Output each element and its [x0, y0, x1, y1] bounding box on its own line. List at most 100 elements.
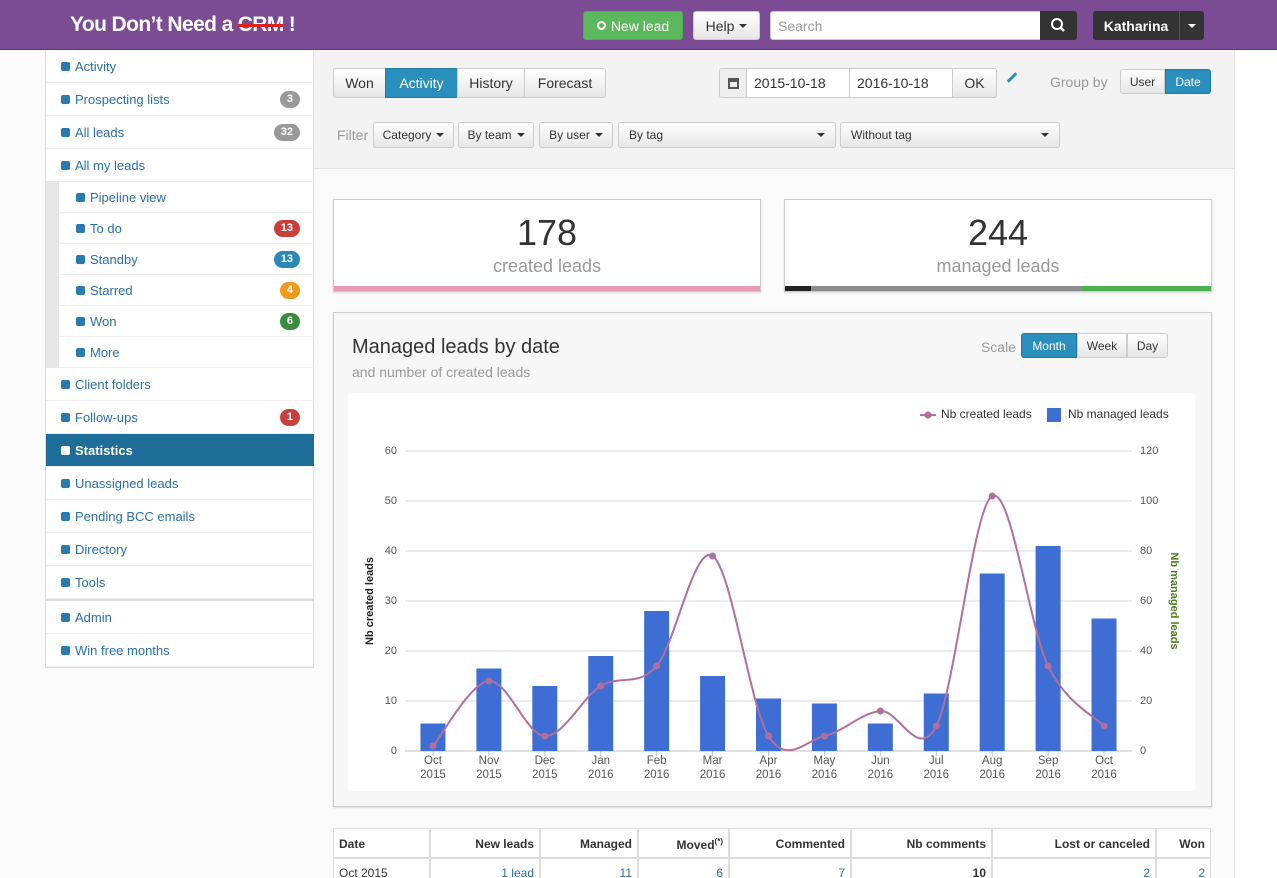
sidebar-item[interactable]: Admin	[46, 601, 314, 634]
bar	[1091, 618, 1117, 751]
caret	[1188, 23, 1196, 28]
item-label: Pending BCC emails	[75, 508, 195, 524]
table-header[interactable]: Lost or canceled	[992, 828, 1156, 858]
y2-tick-label: 100	[1140, 495, 1158, 507]
kpi-value: 178	[516, 212, 578, 253]
group-option[interactable]: Date	[1165, 69, 1211, 94]
date-input[interactable]: 2016-10-18	[849, 68, 953, 98]
date-input[interactable]: 2015-10-18	[746, 68, 850, 98]
scale-option[interactable]: Month	[1021, 333, 1077, 358]
point	[1044, 662, 1052, 670]
caret	[516, 133, 525, 137]
y-axis-title: Nb created leads	[364, 557, 376, 645]
sidebar-item[interactable]: All my leads	[46, 149, 314, 182]
filter-dropdown[interactable]: By tag	[618, 122, 836, 148]
sidebar-item[interactable]: Won 6	[46, 305, 314, 337]
filter-dropdown[interactable]: By user	[539, 122, 613, 148]
kpi-card[interactable]: 178 created leads	[333, 199, 761, 292]
point	[541, 732, 549, 740]
filter-dropdown[interactable]: By team	[458, 122, 534, 148]
header-text: Lost or canceled	[1054, 837, 1150, 851]
y-tick-label: 20	[385, 645, 397, 657]
item-label: To do	[90, 220, 122, 236]
filter-text: By tag	[629, 128, 664, 142]
table-cell[interactable]: 1 lead	[430, 858, 540, 878]
sidebar-item[interactable]: To do 13	[46, 212, 314, 244]
y-tick-label: 10	[385, 695, 397, 707]
table-header[interactable]: Won	[1156, 828, 1211, 858]
item-label: All leads	[75, 124, 125, 140]
y-tick-label: 0	[391, 745, 397, 757]
sidebar-item[interactable]: Unassigned leads	[46, 467, 314, 500]
sidebar-item[interactable]: Pending BCC emails	[46, 500, 314, 533]
content-edge	[1234, 50, 1277, 878]
ok-button[interactable]: OK	[952, 68, 997, 98]
new-lead-button[interactable]: New lead	[583, 11, 683, 40]
brand[interactable]: You Don’t Need a CRM!	[70, 10, 330, 40]
legend-label: Nb created leads	[941, 407, 1032, 421]
legend-point	[924, 411, 932, 419]
sidebar-item[interactable]: Win free months	[46, 634, 314, 667]
sidebar-item[interactable]: Standby 13	[46, 243, 314, 275]
header-text: Date	[339, 837, 366, 851]
sidebar-item[interactable]: More	[46, 336, 314, 368]
header-text: Managed	[579, 837, 632, 851]
table-cell[interactable]: 7	[729, 858, 851, 878]
table-header[interactable]: Commented	[729, 828, 851, 858]
kpi-bar	[334, 286, 760, 291]
sidebar-item[interactable]: Statistics	[46, 434, 314, 467]
x-tick-label: Oct 2015	[420, 755, 446, 781]
sidebar-item[interactable]: Directory	[46, 533, 314, 566]
sidebar-item[interactable]: Follow-ups 1	[46, 401, 314, 434]
tab-button[interactable]: Won	[333, 68, 386, 98]
brand-struck: CRM	[237, 13, 285, 36]
x-tick-label: Oct 2016	[1091, 755, 1117, 781]
search-button[interactable]	[1040, 11, 1077, 40]
scale-option[interactable]: Week	[1077, 333, 1127, 358]
scale-option[interactable]: Day	[1127, 333, 1168, 358]
sidebar-item[interactable]: Tools	[46, 566, 314, 599]
filter-dropdown[interactable]: Without tag	[840, 122, 1060, 148]
sidebar-item[interactable]: All leads 32	[46, 116, 314, 149]
item-icon	[61, 94, 70, 104]
user-caret[interactable]	[1179, 11, 1204, 40]
header-text: Commented	[775, 837, 845, 851]
sidebar-item[interactable]: Prospecting lists 3	[46, 83, 314, 116]
help-button[interactable]: Help	[693, 11, 760, 40]
table-header[interactable]: Managed	[540, 828, 638, 858]
chart: 0 10 20 30 40 50 60 0 20 40 60 80 100 120 Nb created l…	[348, 393, 1195, 791]
tab-button[interactable]: Forecast	[524, 68, 606, 98]
sub-indent	[46, 336, 59, 368]
search-input[interactable]: Search	[770, 11, 1041, 40]
item-icon	[61, 478, 70, 488]
table-cell[interactable]: 11	[540, 858, 638, 878]
table-header[interactable]: New leads	[430, 828, 540, 858]
sidebar-item[interactable]: Starred 4	[46, 274, 314, 306]
table-header[interactable]: Date	[333, 828, 430, 858]
sub-indent	[46, 305, 59, 337]
caret	[594, 133, 603, 137]
user-button[interactable]: Katharina	[1093, 11, 1179, 40]
table-cell[interactable]: 2	[1156, 858, 1211, 878]
sidebar-item[interactable]: Client folders	[46, 368, 314, 401]
sidebar-item[interactable]: Activity	[46, 50, 314, 83]
item-icon	[76, 223, 85, 233]
tab-button[interactable]: Activity	[385, 68, 458, 98]
table-header[interactable]: Moved(*)	[638, 828, 729, 858]
table-cell[interactable]: 6	[638, 858, 729, 878]
item-icon	[61, 645, 70, 655]
x-tick-label: Feb 2016	[643, 755, 670, 781]
x-tick-label: Mar 2016	[699, 755, 726, 781]
tab-button[interactable]: History	[457, 68, 525, 98]
table-cell[interactable]: 2	[992, 858, 1156, 878]
kpi-card[interactable]: 244 managed leads	[784, 199, 1212, 292]
bar	[811, 703, 837, 751]
item-icon	[61, 544, 70, 554]
filter-dropdown[interactable]: Category	[373, 122, 454, 148]
table-header[interactable]: Nb comments	[851, 828, 992, 858]
group-option[interactable]: User	[1120, 69, 1165, 94]
x-tick-label: Jul 2016	[923, 755, 950, 781]
item-label: Unassigned leads	[75, 475, 179, 491]
sidebar-item[interactable]: Pipeline view	[46, 181, 314, 213]
calendar-addon[interactable]	[719, 68, 747, 98]
